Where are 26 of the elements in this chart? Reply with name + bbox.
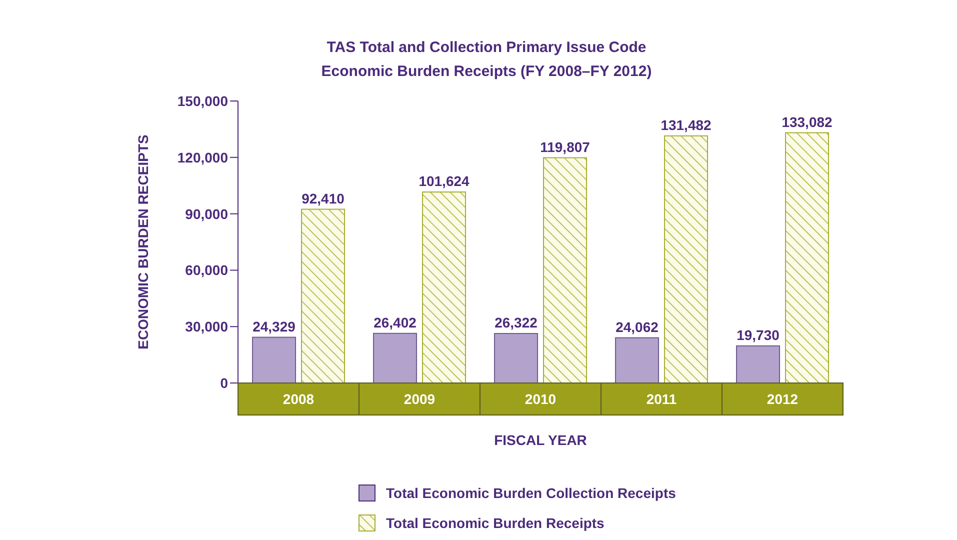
legend-label: Total Economic Burden Receipts [386, 515, 604, 531]
legend-label: Total Economic Burden Collection Receipts [386, 485, 676, 501]
x-axis-title: FISCAL YEAR [494, 432, 587, 448]
y-tick-label: 0 [220, 374, 228, 391]
y-tick-label: 120,000 [177, 149, 228, 166]
y-axis-title: ECONOMIC BURDEN RECEIPTS [134, 134, 151, 350]
data-label: 92,410 [302, 190, 345, 206]
y-tick-label: 150,000 [177, 92, 228, 109]
x-tick-label: 2012 [766, 391, 798, 407]
chart-title: TAS Total and Collection Primary Issue Code Economic Burden Receipts (FY 2008–FY 2012) [320, 38, 653, 82]
data-label: 119,807 [540, 138, 590, 155]
data-label: 26,322 [494, 314, 538, 331]
x-tick-label: 2011 [646, 391, 677, 407]
x-tick-label: 2008 [282, 391, 314, 407]
data-label: 133,082 [782, 114, 833, 130]
data-label: 101,624 [418, 172, 470, 189]
data-label: 19,730 [736, 326, 780, 343]
data-label: 24,062 [616, 318, 659, 335]
data-label: 26,402 [374, 314, 417, 330]
y-tick-label: 30,000 [185, 318, 228, 335]
data-label: 24,329 [252, 318, 296, 334]
y-tick-label: 60,000 [185, 262, 228, 278]
x-tick-label: 2010 [524, 391, 556, 407]
data-label: 131,482 [660, 116, 712, 133]
x-tick-label: 2009 [404, 391, 436, 407]
y-tick-label: 90,000 [185, 206, 228, 222]
